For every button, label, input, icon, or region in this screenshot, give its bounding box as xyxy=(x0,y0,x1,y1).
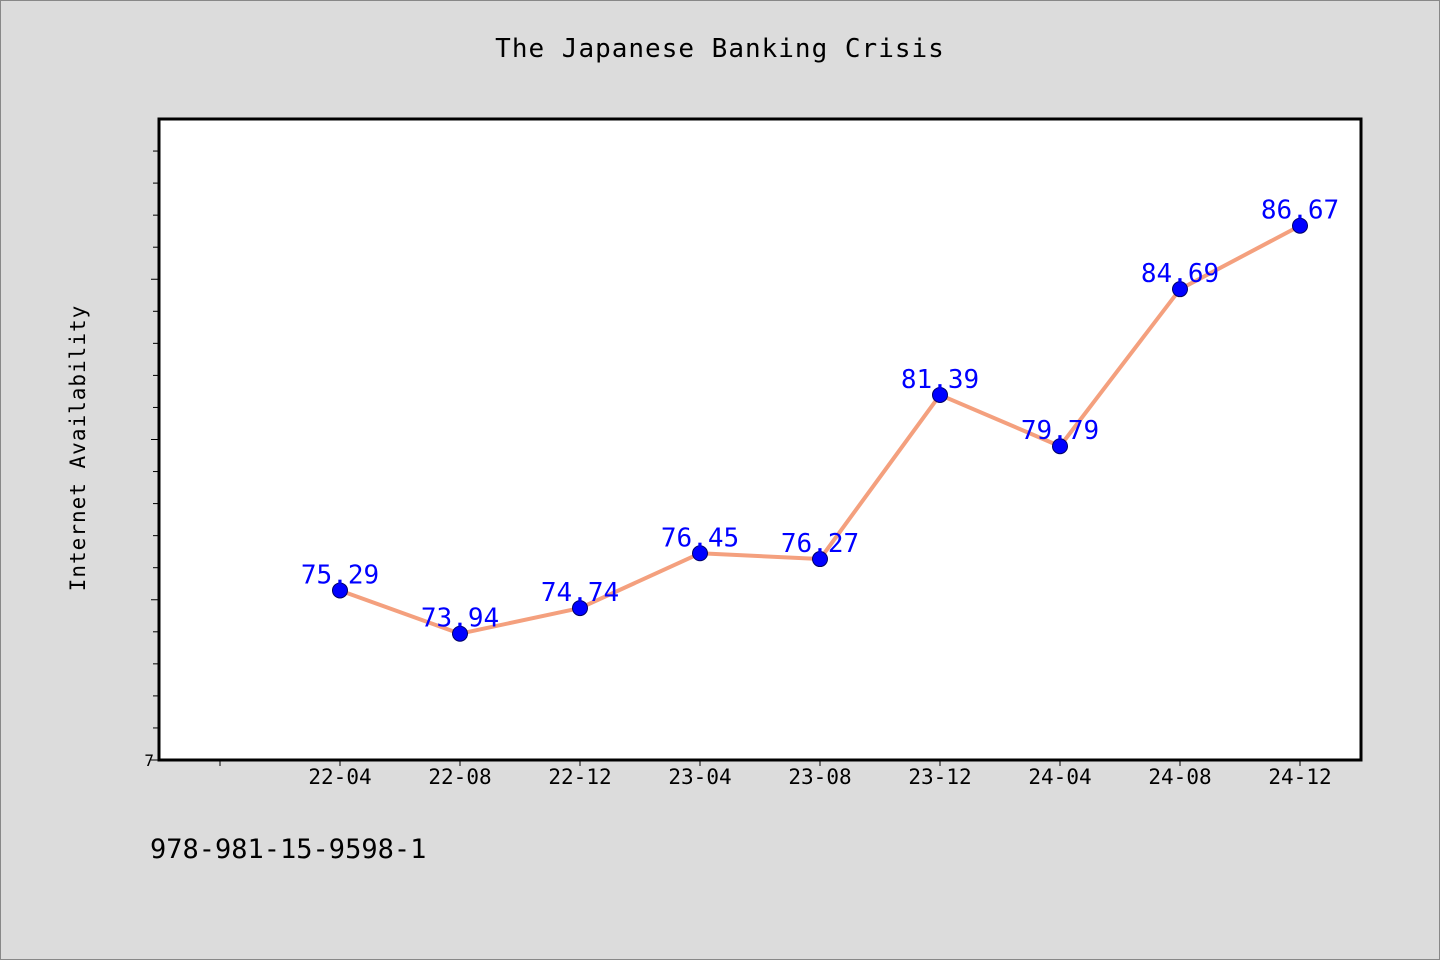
data-point xyxy=(812,551,828,568)
chart-title: The Japanese Banking Crisis xyxy=(495,34,945,64)
x-tick-label: 22-08 xyxy=(428,765,491,789)
x-tick-label: 23-12 xyxy=(908,765,971,789)
x-tick-label: 23-04 xyxy=(668,765,731,789)
x-tick-label: 22-04 xyxy=(308,765,371,789)
x-tick-label: 24-12 xyxy=(1268,765,1331,789)
data-label: 76.45 xyxy=(661,523,739,553)
data-label: 79.79 xyxy=(1021,416,1099,446)
data-point xyxy=(1292,217,1308,234)
data-point xyxy=(1172,281,1188,298)
data-label: 76.27 xyxy=(781,529,859,559)
data-label: 73.94 xyxy=(421,604,499,634)
footnote: 978-981-15-9598-1 xyxy=(150,834,427,865)
x-tick-label: 22-12 xyxy=(548,765,611,789)
data-point xyxy=(452,625,468,642)
plot-border xyxy=(157,117,1363,762)
y-tick-label: 7 xyxy=(144,751,154,770)
data-label: 86.67 xyxy=(1261,196,1339,226)
data-point xyxy=(572,600,588,617)
data-label: 74.74 xyxy=(541,578,619,608)
data-point xyxy=(932,386,948,403)
data-point xyxy=(332,582,348,599)
data-label: 75.29 xyxy=(301,560,379,590)
data-point xyxy=(692,545,708,562)
data-point xyxy=(1052,438,1068,455)
x-tick-label: 23-08 xyxy=(788,765,851,789)
data-label: 81.39 xyxy=(901,365,979,395)
plot-area xyxy=(159,119,1361,760)
x-tick-label: 24-08 xyxy=(1148,765,1211,789)
x-tick-label: 24-04 xyxy=(1028,765,1091,789)
data-label: 84.69 xyxy=(1141,259,1219,289)
